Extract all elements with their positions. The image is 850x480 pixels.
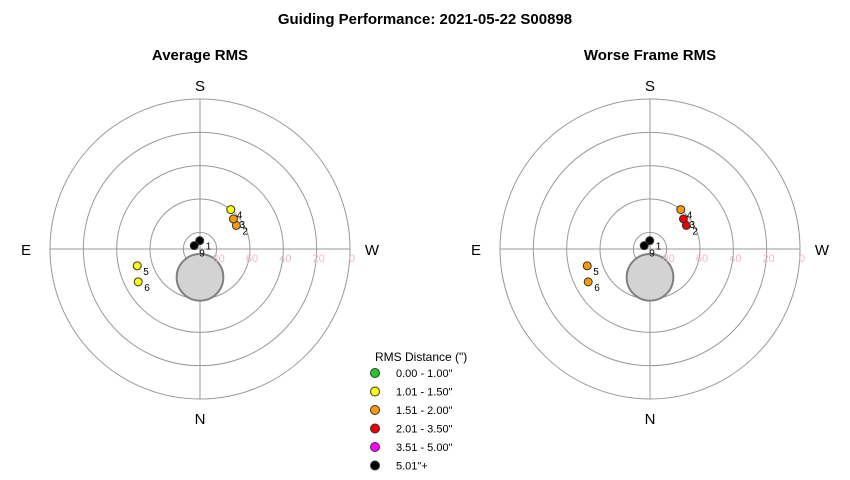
- data-point-9: [189, 241, 199, 251]
- altitude-ring: [49, 98, 351, 400]
- direction-label-bottom: N: [195, 411, 206, 428]
- legend: RMS Distance (") 0.00 - 1.00" 1.01 - 1.50…: [370, 350, 467, 473]
- altitude-ring: [116, 165, 284, 333]
- ring-tick-label: 80: [663, 253, 675, 265]
- ring-tick-label: 0: [799, 253, 805, 265]
- point-label-3: 3: [689, 220, 695, 231]
- data-point-5: [582, 261, 592, 271]
- legend-swatch: [370, 405, 380, 415]
- point-label-6: 6: [144, 283, 150, 294]
- ring-tick-label: 20: [763, 253, 775, 265]
- ring-tick-label: 40: [279, 253, 291, 265]
- altitude-ring: [566, 165, 734, 333]
- zenith-exclusion-disc: [625, 253, 675, 302]
- point-label-6: 6: [594, 283, 600, 294]
- ring-tick-label: 80: [213, 253, 225, 265]
- point-label-4: 4: [237, 211, 243, 222]
- direction-label-bottom: N: [645, 411, 656, 428]
- legend-label: 1.51 - 2.00": [396, 405, 453, 417]
- legend-swatch: [370, 423, 380, 434]
- altitude-ring: [499, 98, 801, 400]
- data-point-6: [583, 277, 593, 287]
- point-label-1: 1: [206, 242, 212, 253]
- chart-title-average-rms: Average RMS: [152, 47, 248, 64]
- direction-label-right: W: [365, 242, 380, 259]
- direction-label-right: W: [815, 242, 830, 259]
- legend-label: 1.01 - 1.50": [396, 387, 453, 399]
- polar-chart-worse-frame-rms: Worse Frame RMS 80 60 40 20 0 S N E W 19 234 5 6: [471, 47, 830, 428]
- legend-label: 0.00 - 1.00": [396, 368, 453, 380]
- legend-swatch: [370, 368, 380, 378]
- point-label-2: 2: [692, 226, 698, 237]
- point-label-4: 4: [687, 211, 693, 222]
- data-point-6: [133, 277, 143, 287]
- direction-label-top: S: [195, 78, 205, 95]
- legend-label: 3.51 - 5.00": [396, 442, 453, 454]
- figure-title: Guiding Performance: 2021-05-22 S00898: [278, 11, 572, 28]
- point-label-2: 2: [242, 226, 248, 237]
- ring-tick-label: 0: [349, 253, 355, 265]
- point-label-3: 3: [239, 220, 245, 231]
- legend-title: RMS Distance ("): [375, 350, 467, 364]
- data-point-4: [226, 205, 236, 215]
- point-label-1: 1: [656, 242, 662, 253]
- point-label-9: 9: [199, 249, 205, 260]
- legend-label: 2.01 - 3.50": [396, 424, 453, 436]
- data-point-3: [228, 214, 238, 224]
- data-point-1: [195, 236, 205, 246]
- data-point-1: [645, 236, 655, 246]
- data-point-5: [132, 261, 142, 271]
- polar-chart-average-rms: Average RMS 80 60 40 20 0 S N E W 19 234 5 6: [21, 47, 380, 428]
- altitude-ring: [532, 131, 768, 367]
- zenith-exclusion-disc: [175, 253, 225, 302]
- legend-swatch: [370, 386, 380, 397]
- point-label-5: 5: [593, 267, 599, 278]
- ring-tick-label: 60: [696, 253, 708, 265]
- data-point-3: [678, 214, 688, 224]
- direction-label-left: E: [21, 242, 31, 259]
- point-label-9: 9: [649, 249, 655, 260]
- data-point-4: [676, 205, 686, 215]
- chart-title-worse-frame-rms: Worse Frame RMS: [584, 47, 716, 64]
- legend-label: 5.01"+: [396, 461, 428, 473]
- ring-tick-label: 60: [246, 253, 258, 265]
- direction-label-left: E: [471, 242, 481, 259]
- point-label-5: 5: [143, 267, 149, 278]
- altitude-ring: [82, 131, 318, 367]
- legend-swatch: [370, 442, 380, 452]
- ring-tick-label: 40: [729, 253, 741, 265]
- legend-swatch: [370, 460, 380, 471]
- direction-label-top: S: [645, 78, 655, 95]
- ring-tick-label: 20: [313, 253, 325, 265]
- data-point-9: [639, 241, 649, 251]
